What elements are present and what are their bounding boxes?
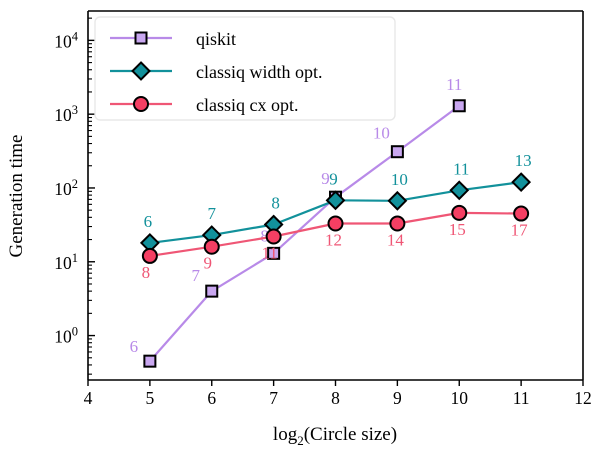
y-tick-label: 101 [54,251,78,273]
x-tick-label: 8 [331,388,340,408]
point-annotation: 15 [449,220,466,239]
x-tick-label: 10 [451,388,469,408]
data-point-marker [265,228,282,245]
data-point-marker [387,190,408,211]
point-annotation: 14 [387,231,405,250]
data-point-marker [452,99,466,113]
y-tick-label: 100 [54,325,78,347]
legend-label-2: classiq cx opt. [196,95,298,115]
data-point-marker [141,247,158,264]
point-annotation: 8 [260,226,269,245]
y-axis-minor-ticks [88,17,92,375]
point-annotation: 11 [261,243,277,262]
point-annotation: 11 [453,159,469,178]
data-point-marker [143,354,157,368]
data-point-marker [389,215,406,232]
x-axis-title: log2(Circle size) [273,424,397,448]
point-annotation: 9 [329,169,338,188]
point-annotation: 12 [325,231,342,250]
point-annotation: 8 [271,193,280,212]
data-point-marker [513,205,530,222]
data-point-marker [511,172,532,193]
x-axis-title-main: log [273,424,298,445]
point-annotation: 6 [130,337,139,356]
y-axis-title: Generation time [6,135,27,258]
chart-legend[interactable]: qiskit classiq width opt. classiq cx opt. [94,16,396,121]
svg-text:log2(Circle size): log2(Circle size) [273,424,397,448]
x-tick-label: 9 [393,388,402,408]
point-annotation: 10 [391,170,408,189]
legend-swatch-marker [134,31,148,45]
legend-swatch-marker [133,96,149,112]
legend-swatch-marker [131,61,151,81]
point-annotation: 6 [144,212,153,231]
point-annotation: 10 [373,124,390,143]
point-annotation: 13 [515,151,532,170]
series-classiq-cx-opt-: 8 9 11 12 14 15 17 [141,204,530,282]
data-point-marker [203,238,220,255]
legend-box [94,16,396,121]
data-point-marker [267,246,281,260]
data-point-marker [327,215,344,232]
series-line [148,104,461,363]
x-tick-label: 6 [207,388,216,408]
point-annotation: 8 [142,263,151,282]
data-point-marker [390,145,404,159]
x-axis-title-rest: (Circle size) [304,424,397,445]
y-axis-title-text: Generation time [6,135,27,258]
x-tick-label: 4 [84,388,93,408]
x-axis-ticks [87,380,584,386]
point-annotation: 17 [511,221,529,240]
y-tick-label: 104 [54,29,79,51]
y-tick-label: 103 [54,103,78,125]
point-annotation: 9 [321,169,330,188]
y-tick-label: 102 [54,177,78,199]
legend-label-0: qiskit [196,29,236,49]
point-annotation: 7 [192,266,201,285]
x-axis-tick-labels: 4 5 6 7 8 9 10 11 12 [84,388,592,408]
x-tick-label: 11 [513,388,530,408]
data-series-layer: 6 7 8 9 10 11 6 7 8 9 10 11 13 8 9 11 12 14 15 17 [130,75,532,368]
x-tick-label: 7 [269,388,278,408]
data-point-marker [325,190,346,211]
x-tick-label: 5 [146,388,155,408]
series-classiq-width-opt-: 6 7 8 9 10 11 13 [139,151,532,253]
x-tick-label: 12 [574,388,592,408]
data-point-marker [449,180,470,201]
point-annotation: 7 [208,204,217,223]
y-axis-ticks [88,39,95,337]
x-axis-title-subscript: 2 [297,433,304,448]
legend-label-1: classiq width opt. [196,62,323,82]
data-point-marker [451,204,468,221]
data-point-marker [205,284,219,298]
point-annotation: 9 [204,254,213,273]
y-axis-tick-labels: 100 101 102 103 104 [54,29,79,346]
point-annotation: 11 [446,75,462,94]
